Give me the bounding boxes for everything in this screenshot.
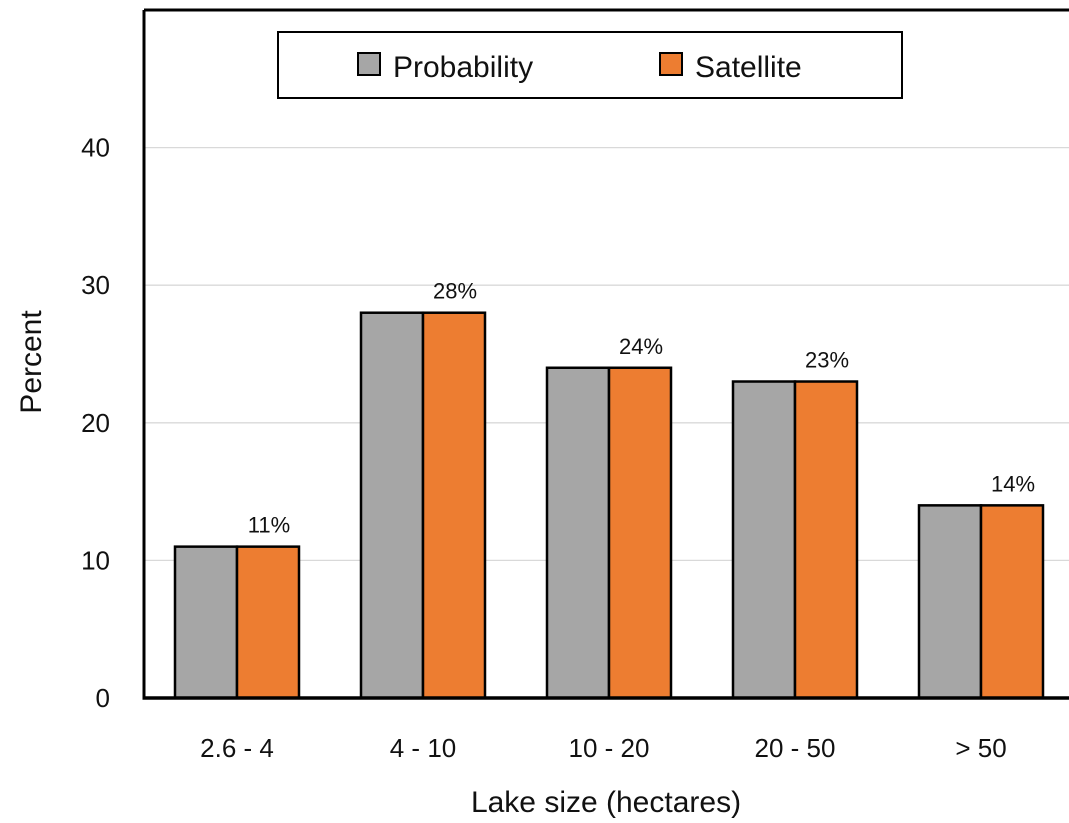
bar-probability-4-10 (359, 311, 425, 700)
y-tick-label-0: 0 (96, 683, 110, 713)
data-label-20-50: 23% (805, 348, 849, 373)
legend-box (277, 31, 903, 99)
bar-probability-10-20 (545, 366, 611, 700)
data-label-50: 14% (991, 471, 1035, 496)
x-tick-label-4-10: 4 - 10 (390, 733, 457, 763)
bar-probability-2-6-4 (173, 545, 239, 700)
x-tick-label-2-6-4: 2.6 - 4 (200, 733, 274, 763)
legend: Probability Satellite (277, 31, 903, 99)
legend-label-satellite: Satellite (695, 51, 802, 84)
bar-satellite-50 (979, 504, 1045, 700)
x-tick-label-10-20: 10 - 20 (569, 733, 650, 763)
y-axis-title: Percent (15, 310, 48, 414)
y-tick-label-40: 40 (81, 133, 110, 163)
data-label-2-6-4: 11% (248, 513, 290, 538)
labels: 0 10 20 30 40 2.6 - 4 11% 4 - 10 28% 10 - 20 24% 20… (15, 133, 1035, 819)
y-tick-label-20: 20 (81, 408, 110, 438)
bar-satellite-2-6-4 (235, 545, 301, 700)
y-tick-label-30: 30 (81, 270, 110, 300)
x-axis-title: Lake size (hectares) (471, 786, 741, 819)
axes (142, 8, 1069, 700)
legend-swatch-satellite (659, 52, 683, 76)
legend-label-probability: Probability (393, 51, 533, 84)
x-tick-label-50: > 50 (955, 733, 1006, 763)
x-tick-label-20-50: 20 - 50 (755, 733, 836, 763)
y-tick-label-10: 10 (81, 545, 110, 575)
bar-satellite-4-10 (421, 311, 487, 700)
bar-probability-20-50 (731, 380, 797, 700)
data-label-10-20: 24% (619, 334, 663, 359)
bar-satellite-10-20 (607, 366, 673, 700)
bars (173, 311, 1045, 700)
bar-probability-50 (917, 504, 983, 700)
data-label-4-10: 28% (433, 279, 477, 304)
legend-swatch-probability (357, 52, 381, 76)
bar-satellite-20-50 (793, 380, 859, 700)
